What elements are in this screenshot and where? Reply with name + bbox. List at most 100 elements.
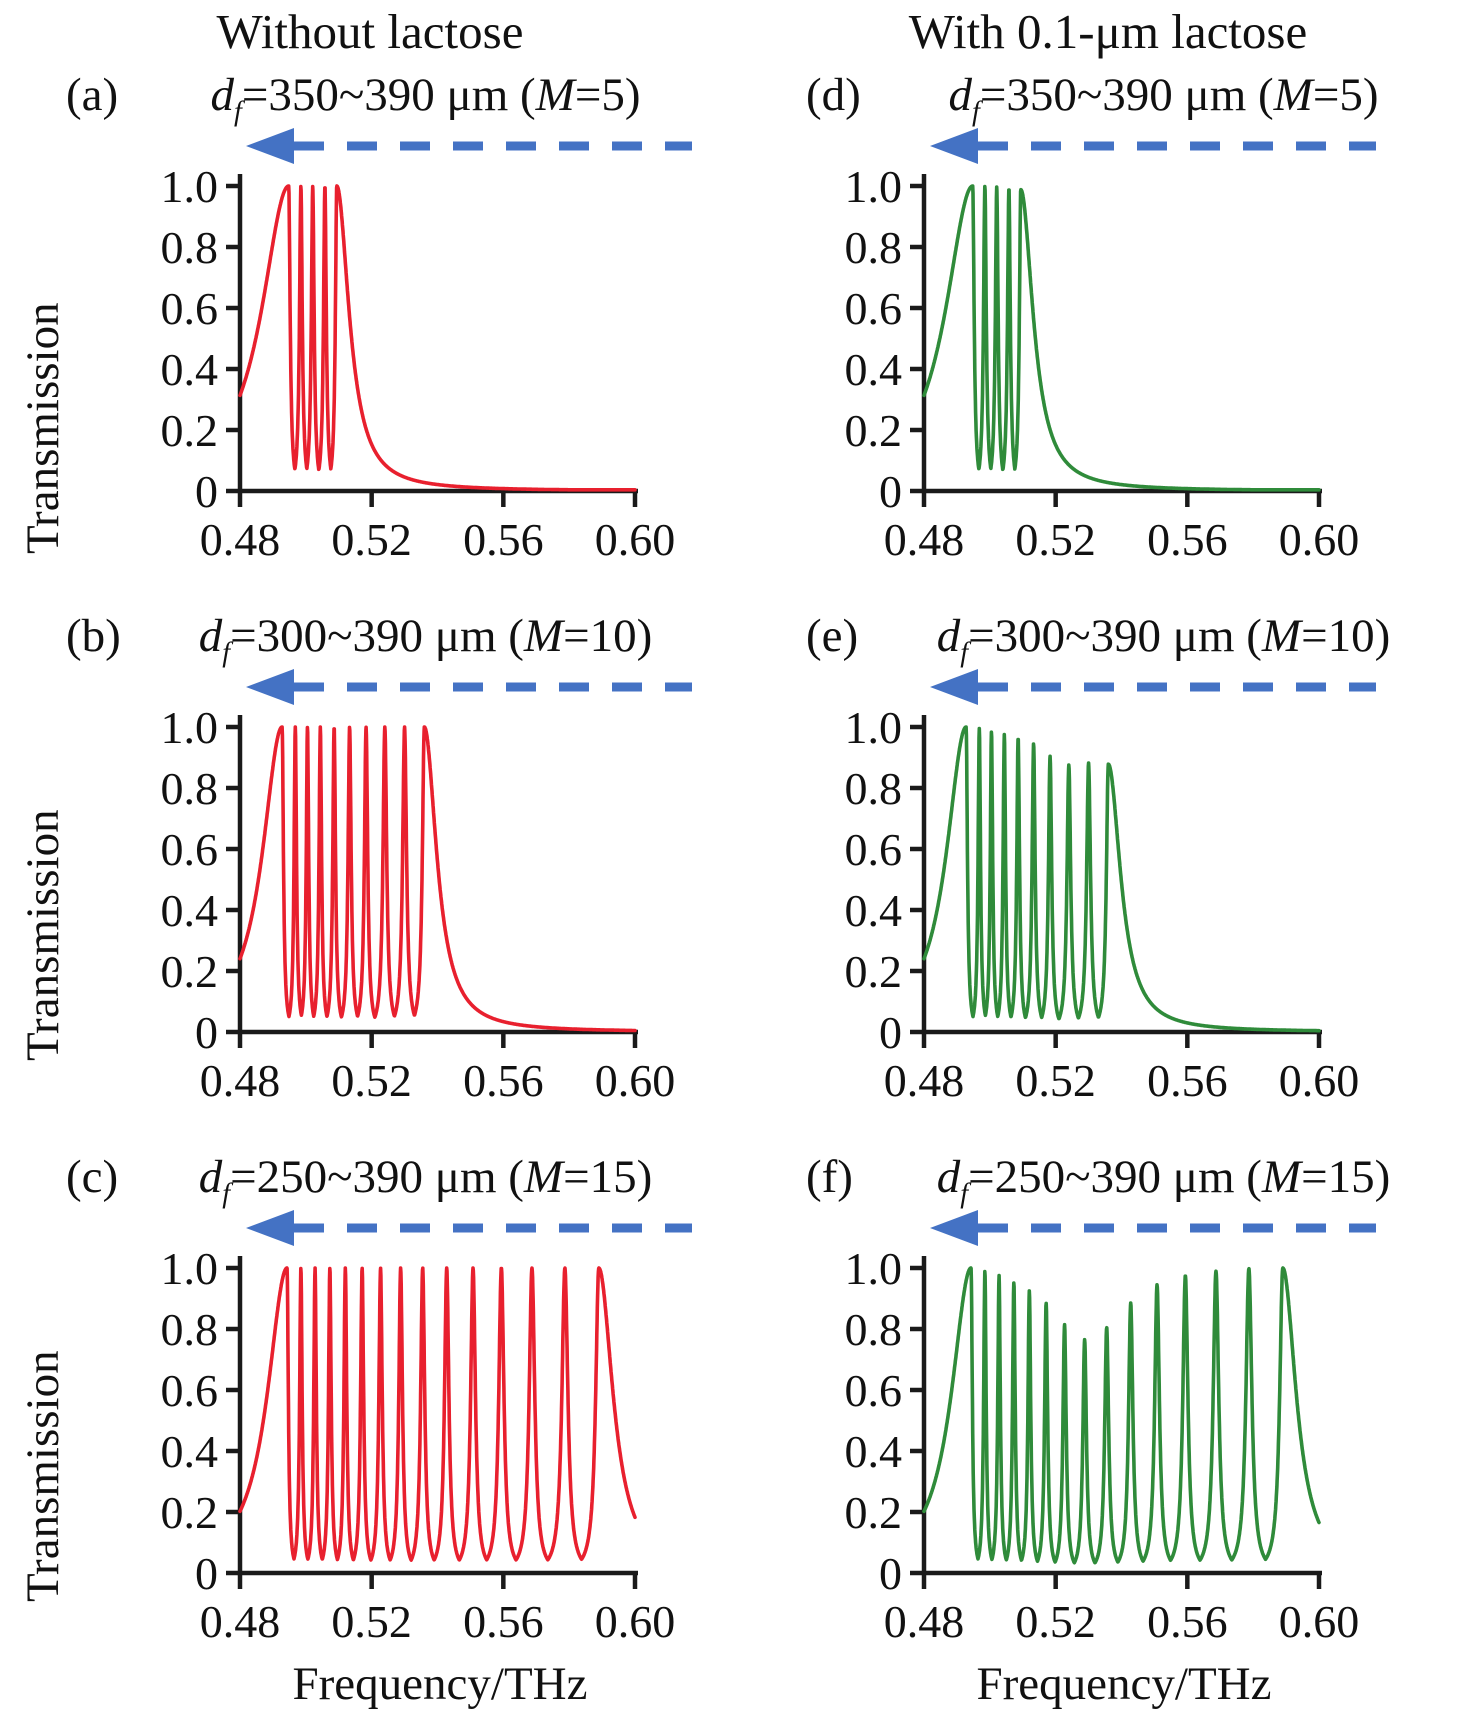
x-tick-label: 0.52: [331, 1596, 412, 1647]
y-tick-label: 0.2: [161, 946, 219, 997]
y-tick-label: 1.0: [845, 161, 903, 212]
panel-b-title: (b) df=300~390 μm (M=10): [0, 605, 740, 668]
x-tick-label: 0.56: [1147, 514, 1228, 565]
x-tick-label: 0.52: [1015, 514, 1096, 565]
y-tick-label: 0.8: [161, 1304, 219, 1355]
panel-title-text: df=300~390 μm (M=10): [166, 605, 740, 684]
y-tick-label: 0.8: [161, 763, 219, 814]
title-range: =300~390 μm (: [968, 610, 1262, 662]
title-d-var: d: [936, 610, 961, 662]
arrow-head-icon: [246, 669, 294, 705]
title-m-val: =5): [1312, 69, 1379, 121]
title-d-sub: f: [960, 637, 969, 669]
x-axis-title-cell: Frequency/THz: [740, 1657, 1476, 1719]
title-m-val: =5): [574, 69, 641, 121]
x-tick-label: 0.60: [595, 514, 676, 565]
panel-label: (d): [806, 69, 861, 121]
arrow-head-icon: [246, 1210, 294, 1246]
panel-title-text: df=250~390 μm (M=15): [906, 1146, 1476, 1225]
x-tick-label: 0.48: [200, 1055, 281, 1106]
y-tick-label: 0.4: [161, 344, 219, 395]
title-m-var: M: [523, 1151, 564, 1203]
title-d-sub: f: [222, 1178, 231, 1210]
panel-row-1: (a) df=350~390 μm (M=5) Transmission 1.0…: [0, 64, 1476, 571]
title-range: =250~390 μm (: [968, 1151, 1262, 1203]
title-d-var: d: [936, 1151, 961, 1203]
title-m-var: M: [523, 610, 564, 662]
column-headers: Without lactose With 0.1-μm lactose: [0, 0, 1476, 64]
y-tick-label: 0.2: [845, 946, 903, 997]
y-tick-label: 1.0: [161, 1243, 219, 1294]
x-tick-label: 0.48: [200, 1596, 281, 1647]
arrow-head-icon: [246, 128, 294, 164]
panel-label: (c): [66, 1151, 119, 1203]
x-tick-label: 0.56: [463, 514, 544, 565]
title-d-var: d: [948, 69, 972, 121]
axis-lines: [921, 174, 1322, 494]
y-tick-label: 0: [879, 1548, 902, 1599]
panel-row-3: (c) df=250~390 μm (M=15) Transmission 1.…: [0, 1112, 1476, 1653]
plot-svg-e: 1.0 0.8 0.6 0.4 0.2 00.48 0.52 0.56 0.60: [845, 669, 1376, 1106]
x-tick-label: 0.60: [1279, 1596, 1360, 1647]
y-tick-label: 0.6: [161, 824, 219, 875]
panel-title-text: df=250~390 μm (M=15): [166, 1146, 740, 1225]
y-tick-label: 0.4: [845, 885, 903, 936]
transmission-curve: [922, 725, 1321, 1033]
x-axis-title: Frequency/THz: [976, 1658, 1272, 1710]
x-tick-label: 0.56: [463, 1055, 544, 1106]
panel-f-title: (f) df=250~390 μm (M=15): [740, 1146, 1476, 1209]
y-axis-title: Transmission: [17, 809, 69, 1061]
x-tick-label: 0.60: [595, 1596, 676, 1647]
panel-row-2: (b) df=300~390 μm (M=10) Transmission 1.…: [0, 571, 1476, 1112]
title-d-sub: f: [222, 637, 231, 669]
x-tick-label: 0.48: [884, 1596, 965, 1647]
column-header-right: With 0.1-μm lactose: [908, 4, 1308, 59]
y-tick-label: 0.2: [845, 1487, 903, 1538]
title-d-sub: f: [971, 96, 980, 128]
x-tick-label: 0.48: [884, 1055, 965, 1106]
plot-svg-b: 1.0 0.8 0.6 0.4 0.2 00.48 0.52 0.56 0.60: [161, 669, 692, 1106]
plot-svg-a: 1.0 0.8 0.6 0.4 0.2 00.48 0.52 0.56 0.60: [161, 128, 692, 565]
title-range: =250~390 μm (: [230, 1151, 524, 1203]
y-tick-label: 0.4: [845, 344, 903, 395]
plot-svg-c: 1.0 0.8 0.6 0.4 0.2 00.48 0.52 0.56 0.60: [161, 1210, 692, 1647]
panel-d-title: (d) df=350~390 μm (M=5): [740, 64, 1476, 127]
title-m-var: M: [1261, 1151, 1302, 1203]
y-tick-label: 0.6: [845, 824, 903, 875]
title-range: =350~390 μm (: [979, 69, 1274, 121]
title-d-var: d: [198, 610, 223, 662]
title-m-var: M: [1261, 610, 1302, 662]
title-d-sub: f: [233, 96, 242, 128]
panel-e-title: (e) df=300~390 μm (M=10): [740, 605, 1476, 668]
y-tick-label: 0.6: [845, 283, 903, 334]
y-tick-label: 0.8: [161, 222, 219, 273]
y-tick-label: 1.0: [845, 1243, 903, 1294]
arrow-head-icon: [930, 128, 978, 164]
axis-lines: [921, 715, 1322, 1035]
title-range: =300~390 μm (: [230, 610, 524, 662]
x-axis-title: Frequency/THz: [292, 1658, 588, 1710]
x-tick-label: 0.48: [884, 514, 965, 565]
y-tick-label: 0: [879, 1007, 902, 1058]
y-tick-label: 0.2: [161, 405, 219, 456]
y-tick-label: 0.4: [161, 1426, 219, 1477]
y-tick-label: 0.6: [161, 1365, 219, 1416]
panel-title-text: df=300~390 μm (M=10): [906, 605, 1476, 684]
y-tick-label: 0: [195, 466, 218, 517]
x-tick-label: 0.60: [1279, 514, 1360, 565]
panel-label: (e): [806, 610, 859, 662]
panel-e: (e) df=300~390 μm (M=10) 1.0 0.8 0.6 0.4 0.2…: [740, 571, 1476, 1112]
panel-a: (a) df=350~390 μm (M=5) Transmission 1.0…: [0, 64, 740, 571]
x-axis-title-cell: Frequency/THz: [0, 1657, 740, 1719]
x-axis-title-row: Frequency/THz Frequency/THz: [0, 1657, 1476, 1719]
y-tick-label: 0.4: [845, 1426, 903, 1477]
x-tick-label: 0.60: [1279, 1055, 1360, 1106]
y-tick-label: 0: [879, 466, 902, 517]
panel-title-text: df=350~390 μm (M=5): [906, 64, 1476, 143]
x-tick-label: 0.52: [331, 1055, 412, 1106]
panel-d: (d) df=350~390 μm (M=5) 1.0 0.8 0.6 0.4 0.2 0…: [740, 64, 1476, 571]
title-m-val: =10): [1301, 610, 1391, 662]
x-tick-label: 0.56: [1147, 1596, 1228, 1647]
transmission-curve: [238, 725, 637, 1033]
